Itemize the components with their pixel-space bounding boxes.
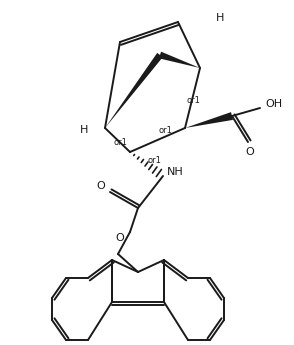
- Text: NH: NH: [167, 167, 183, 177]
- Polygon shape: [105, 53, 163, 128]
- Text: H: H: [216, 13, 224, 23]
- Text: or1: or1: [158, 126, 172, 135]
- Polygon shape: [159, 52, 200, 68]
- Text: OH: OH: [265, 99, 283, 109]
- Text: O: O: [97, 181, 105, 191]
- Text: or1: or1: [186, 96, 200, 105]
- Text: H: H: [80, 125, 88, 135]
- Text: or1: or1: [147, 156, 161, 165]
- Text: O: O: [116, 233, 124, 243]
- Polygon shape: [185, 112, 233, 128]
- Text: or1: or1: [113, 138, 127, 147]
- Text: O: O: [245, 147, 254, 157]
